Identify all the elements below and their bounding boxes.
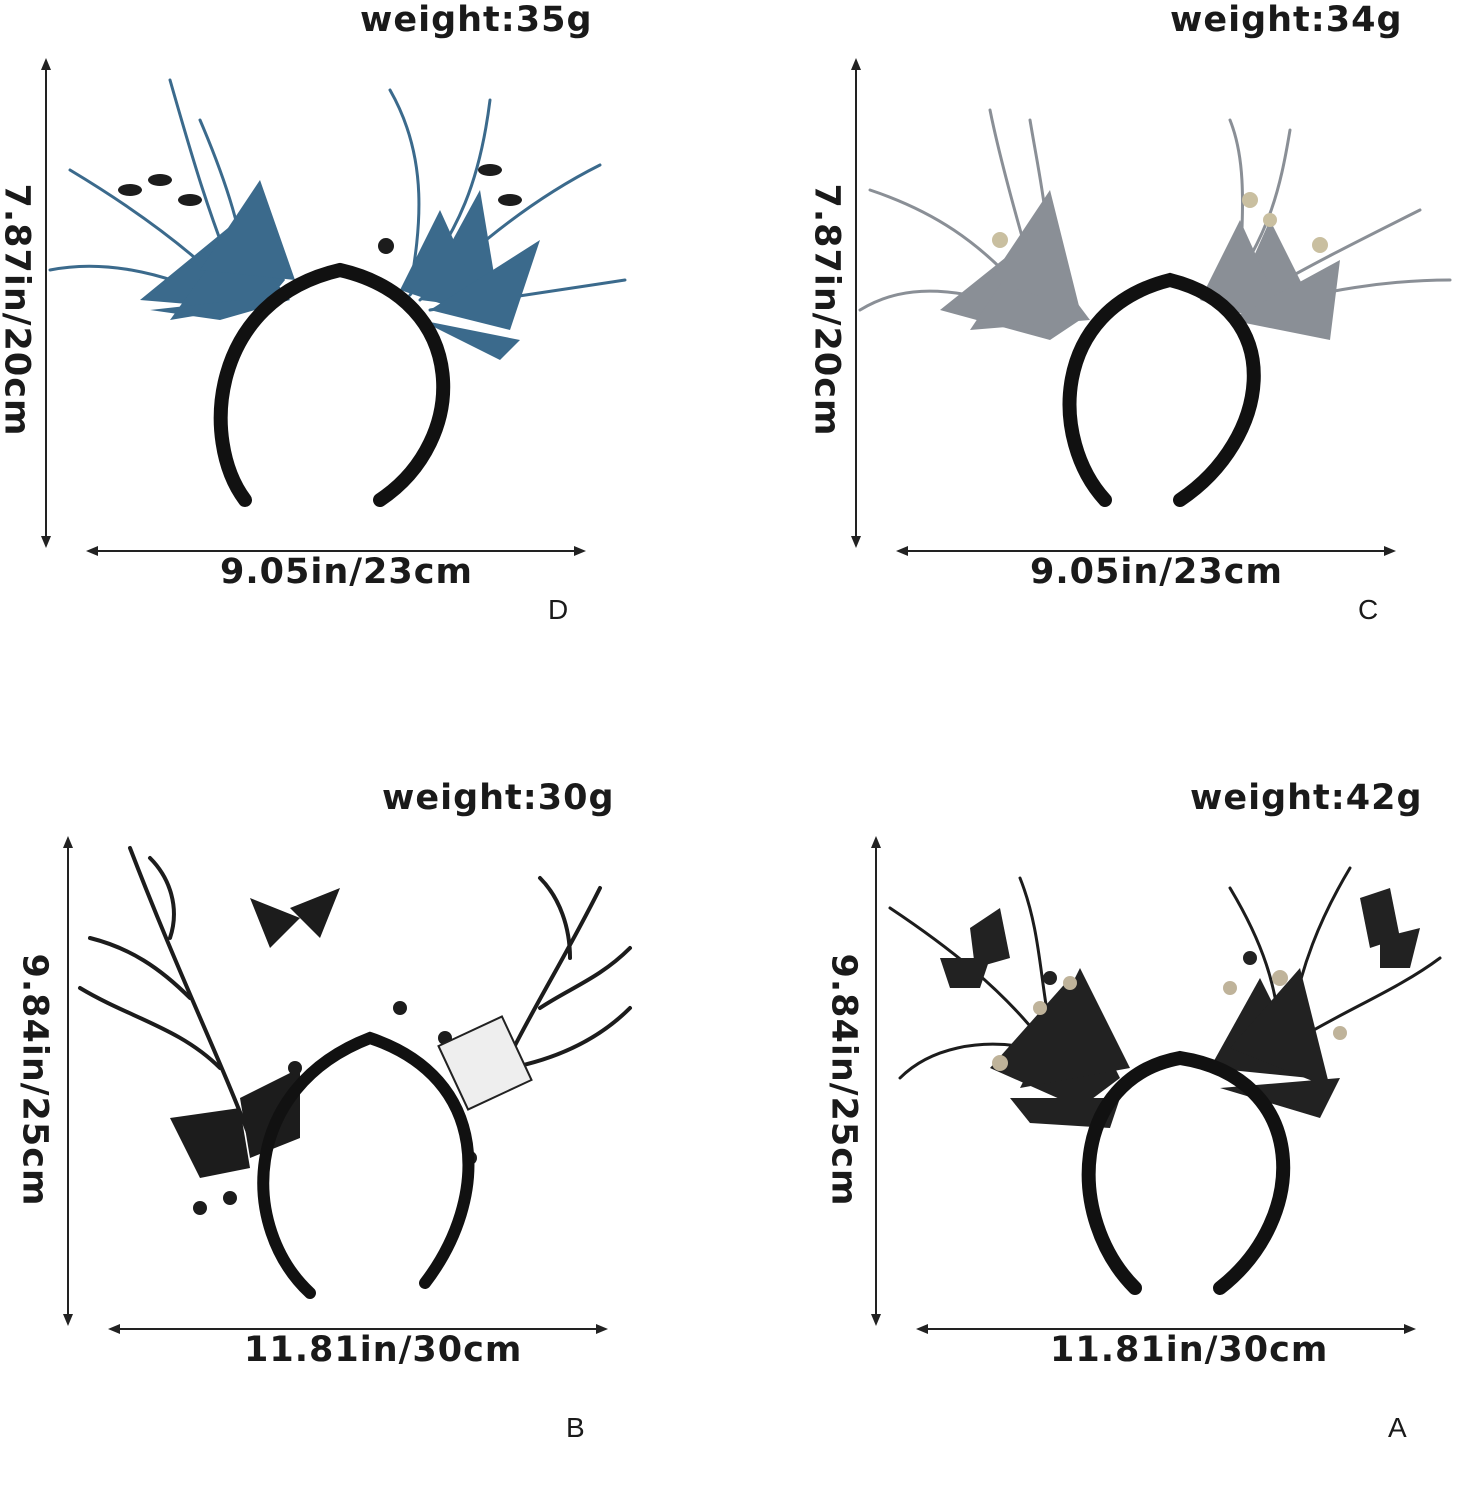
weight-label: weight:34g: [1170, 0, 1403, 40]
headband-image-b: [78, 846, 632, 1299]
variant-letter: B: [566, 1412, 585, 1443]
weight-label: weight:35g: [360, 0, 593, 40]
height-label: 7.87in/20cm: [0, 183, 37, 437]
product-panel-b: weight:30g 9.84in/25cm 11.81in/30cm B: [0, 778, 729, 1500]
width-arrow: [108, 1324, 608, 1334]
width-label: 9.05in/23cm: [1030, 552, 1283, 592]
height-arrow: [63, 836, 73, 1326]
product-panel-d: weight:35g 7.87in/20cm 9.05in/23cm D: [0, 0, 729, 722]
variant-letter: C: [1358, 594, 1379, 625]
product-panel-c: weight:34g 7.87in/20cm 9.05in/23cm C: [806, 0, 1458, 722]
headband-image-d: [48, 78, 627, 507]
headband-image-c: [858, 108, 1452, 507]
variant-letter: D: [548, 594, 569, 625]
variant-letter: A: [1388, 1412, 1407, 1443]
height-label: 9.84in/25cm: [823, 953, 864, 1207]
width-label: 9.05in/23cm: [220, 552, 473, 592]
height-label: 9.84in/25cm: [14, 953, 55, 1207]
weight-label: weight:42g: [1190, 778, 1423, 818]
width-label: 11.81in/30cm: [1050, 1330, 1329, 1370]
height-arrow: [41, 58, 51, 548]
height-label: 7.87in/20cm: [806, 183, 847, 437]
product-panel-a: weight:42g 9.84in/25cm 11.81in/30cm A: [810, 778, 1458, 1500]
width-arrow: [896, 546, 1396, 556]
width-arrow: [916, 1324, 1416, 1334]
width-arrow: [86, 546, 586, 556]
height-arrow: [871, 836, 881, 1326]
headband-image-a: [888, 866, 1442, 1295]
height-arrow: [851, 58, 861, 548]
width-label: 11.81in/30cm: [244, 1330, 523, 1370]
weight-label: weight:30g: [382, 778, 615, 818]
